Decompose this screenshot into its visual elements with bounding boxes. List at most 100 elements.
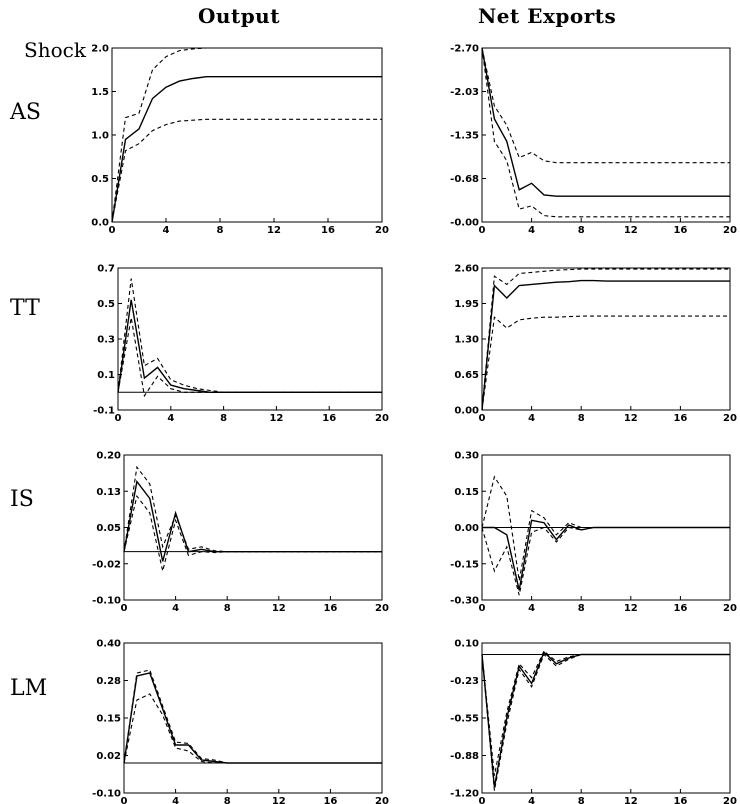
panel-as-net-exports: -0.00 -0.68 -1.35 -2.03 -2.70 0 4 8 12 16 20 — [450, 44, 737, 237]
confidence-band-line-1 — [111, 47, 382, 223]
y-tick-label: 0.15 — [96, 714, 121, 725]
panel-frame — [123, 454, 383, 601]
x-tick-label: 12 — [269, 413, 283, 424]
confidence-band-line-2 — [117, 317, 382, 398]
panel-tt-net-exports: 0.00 0.65 1.30 1.95 2.60 0 4 8 12 16 20 — [454, 264, 737, 425]
y-tick-label: 0.65 — [454, 370, 479, 381]
y-tick-label: 0.30 — [454, 451, 479, 462]
x-tick-label: 4 — [528, 225, 535, 236]
x-tick-label: 4 — [163, 225, 170, 236]
x-tick-label: 16 — [323, 603, 337, 614]
y-tick-label: -0.02 — [92, 559, 121, 570]
y-tick-label: -1.35 — [450, 131, 479, 142]
response-line-0 — [481, 47, 730, 197]
panel-tt-output: -0.1 0.1 0.3 0.5 0.7 0 4 8 12 16 20 — [93, 264, 389, 425]
y-tick-label: 0.00 — [454, 523, 479, 534]
confidence-band-line-1 — [481, 47, 730, 164]
x-tick-label: 16 — [673, 413, 687, 424]
y-tick-label: 2.0 — [91, 44, 109, 55]
y-tick-label: -0.10 — [92, 596, 121, 607]
y-tick-label: -2.70 — [450, 44, 479, 55]
confidence-band-line-1 — [123, 465, 382, 553]
y-tick-label: 2.60 — [454, 264, 479, 275]
column-title-output: Output — [198, 4, 280, 28]
y-tick-label: 0.15 — [454, 487, 479, 498]
panel-lm-output: -0.10 0.02 0.15 0.28 0.40 0 4 8 12 16 20 — [92, 639, 389, 804]
x-tick-label: 4 — [167, 413, 174, 424]
row-label-tt: TT — [10, 296, 40, 321]
y-tick-label: 0.0 — [91, 218, 109, 229]
x-tick-label: 16 — [673, 225, 687, 236]
row-label-is: IS — [10, 487, 34, 512]
response-line-0 — [117, 299, 382, 393]
confidence-band-line-1 — [481, 268, 730, 411]
x-tick-label: 8 — [217, 225, 224, 236]
y-tick-label: -0.00 — [450, 218, 479, 229]
x-tick-label: 0 — [115, 413, 122, 424]
panel-as-output: 0.0 0.5 1.0 1.5 2.0 0 4 8 12 16 20 — [91, 44, 389, 237]
x-tick-label: 20 — [723, 796, 737, 804]
y-tick-label: -0.68 — [450, 174, 479, 185]
confidence-band-line-1 — [481, 475, 730, 581]
response-line-0 — [481, 650, 730, 788]
y-tick-label: 1.30 — [454, 335, 479, 346]
x-tick-label: 4 — [172, 603, 179, 614]
shock-label: Shock — [24, 38, 86, 62]
y-tick-label: 0.5 — [91, 174, 109, 185]
x-tick-label: 4 — [528, 603, 535, 614]
x-tick-label: 8 — [578, 413, 585, 424]
y-tick-label: 0.5 — [97, 299, 115, 310]
x-tick-label: 0 — [479, 413, 486, 424]
x-tick-label: 12 — [624, 225, 638, 236]
panel-frame — [117, 267, 383, 411]
column-title-net-exports: Net Exports — [478, 4, 617, 28]
confidence-band-line-2 — [481, 526, 730, 596]
row-label-lm: LM — [10, 676, 48, 701]
panel-frame — [481, 267, 731, 411]
x-tick-label: 8 — [578, 796, 585, 804]
y-tick-label: -0.55 — [450, 714, 479, 725]
confidence-band-line-1 — [123, 669, 382, 764]
y-tick-label: 0.13 — [96, 487, 121, 498]
response-line-0 — [111, 75, 382, 223]
y-tick-label: 0.28 — [96, 676, 121, 687]
confidence-band-line-2 — [111, 118, 382, 223]
y-tick-label: -1.20 — [450, 789, 479, 800]
x-tick-label: 16 — [673, 796, 687, 804]
x-tick-label: 20 — [375, 796, 389, 804]
x-tick-label: 20 — [375, 413, 389, 424]
confidence-band-line-2 — [481, 653, 730, 791]
y-tick-label: 1.5 — [91, 87, 109, 98]
y-tick-label: -0.30 — [450, 596, 479, 607]
response-line-0 — [123, 479, 382, 562]
confidence-band-line-1 — [117, 278, 382, 393]
confidence-band-line-2 — [481, 47, 730, 218]
x-tick-label: 16 — [323, 796, 337, 804]
y-tick-label: 0.00 — [454, 406, 479, 417]
x-tick-label: 20 — [723, 603, 737, 614]
y-tick-label: -0.1 — [93, 406, 115, 417]
confidence-band-line-2 — [123, 494, 382, 572]
x-tick-label: 20 — [375, 603, 389, 614]
y-tick-label: 0.40 — [96, 639, 121, 650]
x-tick-label: 0 — [109, 225, 116, 236]
x-tick-label: 8 — [220, 413, 227, 424]
y-tick-label: 1.0 — [91, 131, 109, 142]
x-tick-label: 8 — [224, 796, 231, 804]
response-line-0 — [123, 672, 382, 764]
x-tick-label: 0 — [479, 796, 486, 804]
y-tick-label: -2.03 — [450, 87, 479, 98]
x-tick-label: 4 — [528, 413, 535, 424]
confidence-band-line-2 — [481, 315, 730, 411]
x-tick-label: 12 — [624, 796, 638, 804]
x-tick-label: 12 — [272, 796, 286, 804]
x-tick-label: 0 — [121, 603, 128, 614]
y-tick-label: -0.15 — [450, 559, 479, 570]
x-tick-label: 8 — [224, 603, 231, 614]
x-tick-label: 12 — [272, 603, 286, 614]
y-tick-label: 1.95 — [454, 299, 479, 310]
x-tick-label: 16 — [322, 413, 336, 424]
x-tick-label: 4 — [528, 796, 535, 804]
x-tick-label: 12 — [267, 225, 281, 236]
panel-is-output: -0.10 -0.02 0.05 0.13 0.20 0 4 8 12 16 20 — [92, 451, 389, 615]
